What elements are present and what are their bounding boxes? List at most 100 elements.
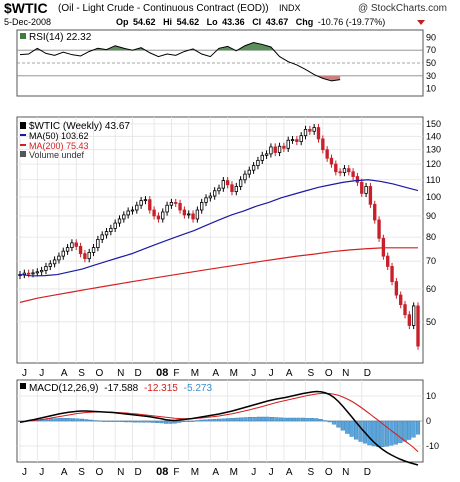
- price-candle: [148, 196, 152, 214]
- candle-body: [347, 168, 351, 173]
- price-candle: [152, 206, 156, 220]
- macd-histogram-bar: [265, 416, 270, 422]
- price-y-tick-label: 130: [426, 145, 441, 155]
- candle-body: [368, 186, 373, 205]
- candle-body: [48, 263, 52, 267]
- price-candle: [52, 256, 57, 268]
- macd-histogram-bar: [225, 418, 230, 422]
- price-y-tick-label: 70: [426, 256, 436, 266]
- price-candle: [195, 206, 200, 223]
- candle-body: [260, 154, 264, 161]
- exchange-label: INDX: [279, 3, 301, 13]
- macd-histogram-bar: [128, 420, 133, 423]
- macd-histogram-bar: [407, 420, 412, 440]
- macd-histogram-bar: [349, 420, 354, 437]
- price-x-tick-label: S: [308, 368, 315, 379]
- candle-body: [316, 127, 321, 140]
- price-candle: [156, 212, 161, 223]
- macd-x-tick-label: J: [22, 467, 27, 478]
- macd-x-tick-label: A: [286, 467, 293, 478]
- macd-histogram-bar: [261, 416, 266, 422]
- macd-histogram-bar: [283, 417, 288, 422]
- price-candle: [251, 162, 256, 174]
- candle-body: [282, 145, 286, 149]
- candle-body: [135, 204, 139, 211]
- price-candle: [143, 196, 148, 205]
- macd-histogram-bar: [75, 418, 80, 422]
- candle-body: [251, 165, 256, 171]
- candle-body: [411, 305, 416, 326]
- macd-histogram-bar: [278, 417, 283, 422]
- price-candle: [347, 165, 351, 176]
- candle-body: [187, 213, 191, 216]
- candle-body: [416, 305, 420, 347]
- candle-body: [234, 186, 238, 193]
- macd-line: [19, 390, 419, 466]
- macd-histogram-bar: [71, 418, 76, 422]
- macd-x-tick-label: F: [173, 467, 179, 478]
- macd-histogram-bar: [300, 417, 306, 422]
- ma50-legend-label: MA(50) 103.62: [29, 131, 89, 141]
- candle-body: [312, 127, 316, 132]
- candle-body: [156, 215, 161, 220]
- candle-body: [44, 266, 48, 271]
- macd-histogram-bar: [119, 420, 124, 422]
- macd-histogram-bar: [159, 420, 164, 424]
- price-y-tick-label: 100: [426, 192, 441, 202]
- macd-x-tick-label: A: [61, 467, 68, 478]
- price-x-tick-label: A: [61, 368, 68, 379]
- macd-histogram-bar: [155, 420, 160, 423]
- price-x-tick-label: D: [134, 368, 141, 379]
- candle-body: [161, 211, 165, 220]
- macd-histogram-bar: [234, 417, 239, 422]
- price-x-tick-label: N: [342, 368, 349, 379]
- price-candle: [208, 192, 213, 202]
- macd-histogram-bar: [221, 418, 226, 422]
- candle-body: [204, 197, 208, 203]
- price-y-tick-label: 90: [426, 211, 436, 221]
- price-x-tick-label: N: [117, 368, 124, 379]
- macd-histogram-bar: [336, 420, 341, 428]
- candle-body: [104, 231, 109, 236]
- price-candle: [187, 210, 191, 219]
- candle-body: [182, 209, 187, 216]
- price-series: [18, 123, 420, 350]
- macd-legend: MACD(12,26,9) -17.588 -12.315 -5.273: [20, 383, 212, 394]
- macd-histogram-bar: [62, 418, 67, 422]
- volume-legend-swatch: [20, 151, 26, 157]
- price-candle: [273, 143, 277, 157]
- price-x-tick-label: M: [191, 368, 199, 379]
- macd-histogram-bar: [106, 420, 111, 422]
- candle-body: [52, 259, 57, 265]
- macd-histogram-bar: [141, 420, 146, 423]
- macd-histogram-bar: [110, 420, 115, 422]
- price-candle: [230, 181, 234, 196]
- macd-histogram-bar: [367, 420, 372, 446]
- price-candle: [212, 187, 217, 200]
- macd-histogram-bar: [66, 418, 71, 422]
- macd-histogram-bar: [309, 418, 314, 422]
- macd-x-tick-label: S: [308, 467, 315, 478]
- macd-histogram-bar: [380, 420, 385, 447]
- macd-legend-label: MACD(12,26,9) -17.588 -12.315 -5.273: [29, 383, 212, 394]
- price-candle: [312, 123, 316, 135]
- macd-series: [17, 390, 421, 466]
- macd-x-tick-label: M: [191, 467, 199, 478]
- rsi-legend-label: RSI(14) 22.32: [29, 32, 92, 43]
- price-candle: [83, 250, 87, 263]
- high-label: Hi: [163, 17, 172, 27]
- price-candle: [308, 125, 312, 135]
- price-candle: [122, 211, 126, 223]
- price-candle: [264, 150, 269, 159]
- price-candle: [234, 182, 238, 196]
- price-legend-swatch: [20, 122, 26, 129]
- price-candle: [316, 123, 321, 143]
- candle-body: [26, 272, 31, 275]
- candle-body: [221, 180, 226, 189]
- rsi-overbought-fill: [34, 42, 274, 51]
- macd-histogram-bar: [93, 420, 98, 422]
- candle-body: [96, 239, 100, 248]
- macd-histogram-bar: [345, 420, 350, 434]
- price-candle: [100, 231, 104, 244]
